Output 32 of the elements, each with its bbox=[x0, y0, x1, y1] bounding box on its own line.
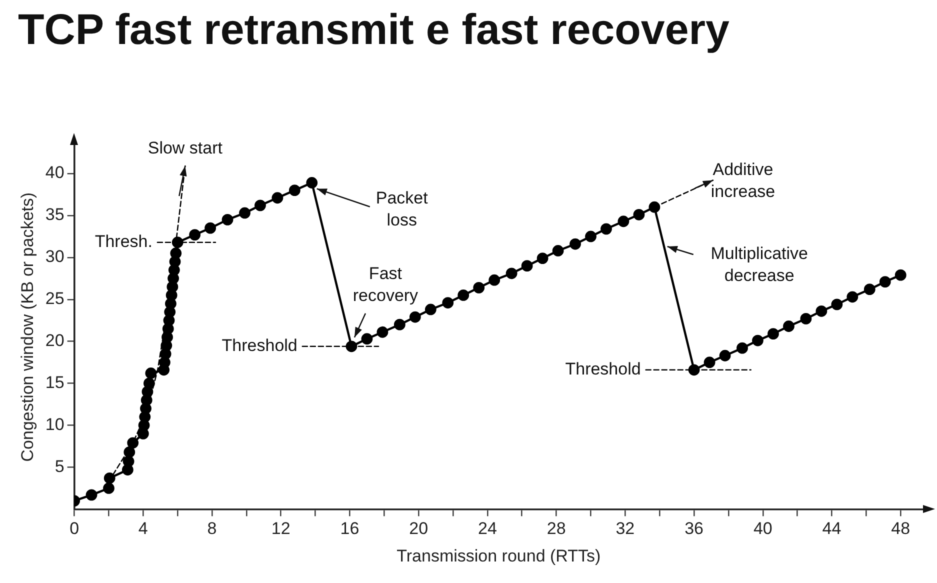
y-tick-label: 40 bbox=[45, 163, 64, 182]
x-tick-label: 16 bbox=[340, 519, 360, 538]
y-tick-label: 5 bbox=[54, 456, 64, 476]
x-tick-label: 20 bbox=[409, 519, 428, 538]
x-tick-label: 4 bbox=[138, 519, 148, 538]
annotation: Additive increase bbox=[710, 160, 776, 201]
annotation: Slow start bbox=[148, 138, 223, 158]
chart-title: TCP fast retransmit e fast recovery bbox=[18, 6, 730, 55]
y-axis-title: Congestion window (KB or packets) bbox=[18, 192, 37, 462]
x-tick-label: 28 bbox=[546, 519, 566, 538]
y-tick-label: 15 bbox=[45, 373, 64, 392]
x-axis-title: Transmission round (RTTs) bbox=[396, 546, 601, 566]
x-tick-label: 32 bbox=[616, 519, 635, 538]
x-tick-label: 24 bbox=[478, 519, 497, 538]
y-tick-label: 25 bbox=[45, 289, 64, 308]
x-tick-label: 8 bbox=[207, 519, 217, 538]
y-tick-label: 30 bbox=[45, 247, 64, 266]
x-tick-label: 0 bbox=[70, 519, 80, 538]
y-tick-label: 10 bbox=[45, 414, 64, 434]
x-tick-label: 12 bbox=[271, 519, 290, 538]
annotation: Fast recovery bbox=[352, 264, 419, 306]
x-tick-label: 40 bbox=[753, 519, 772, 538]
annotation: Threshold bbox=[222, 336, 298, 356]
x-tick-label: 36 bbox=[684, 519, 704, 538]
x-tick-label: 44 bbox=[822, 519, 842, 538]
x-tick-label: 48 bbox=[891, 519, 910, 538]
annotation: Multiplicative decrease bbox=[710, 244, 808, 286]
annotation: Threshold bbox=[565, 360, 641, 379]
y-tick-label: 35 bbox=[45, 205, 64, 224]
annotation: Packet loss bbox=[376, 188, 428, 230]
y-tick-label: 20 bbox=[45, 331, 64, 350]
annotation: Thresh. bbox=[94, 232, 152, 252]
